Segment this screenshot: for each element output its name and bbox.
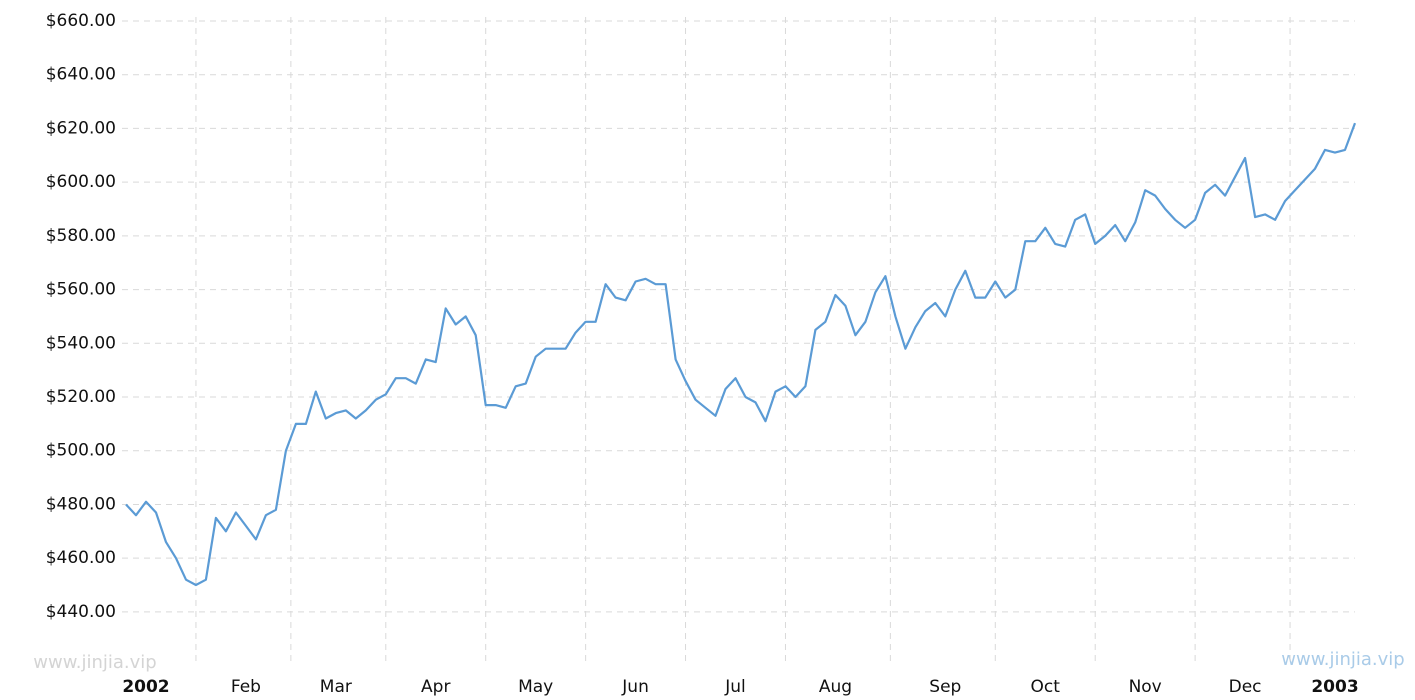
y-tick-label: $520.00 — [46, 387, 116, 407]
y-tick-label: $640.00 — [46, 65, 116, 85]
x-tick-label: Dec — [1229, 677, 1262, 697]
y-tick-label: $460.00 — [46, 548, 116, 568]
y-tick-label: $440.00 — [46, 602, 116, 622]
x-tick-label: Mar — [320, 677, 352, 697]
x-tick-label: Jul — [724, 677, 746, 697]
x-tick-label: Feb — [231, 677, 261, 697]
x-tick-label: Apr — [421, 677, 450, 697]
y-tick-label: $480.00 — [46, 494, 116, 514]
watermark: www.jinjia.vip — [33, 652, 156, 673]
y-tick-label: $500.00 — [46, 441, 116, 461]
x-tick-label: 2002 — [122, 677, 169, 697]
y-tick-label: $600.00 — [46, 172, 116, 192]
y-tick-label: $580.00 — [46, 226, 116, 246]
x-tick-label: May — [518, 677, 553, 697]
x-tick-label: Aug — [819, 677, 852, 697]
y-tick-label: $560.00 — [46, 280, 116, 300]
x-tick-label: 2003 — [1311, 677, 1358, 697]
y-tick-label: $540.00 — [46, 333, 116, 353]
y-tick-label: $660.00 — [46, 11, 116, 31]
x-tick-label: Oct — [1031, 677, 1061, 697]
x-tick-label: Sep — [929, 677, 961, 697]
y-tick-label: $620.00 — [46, 118, 116, 138]
x-tick-label: Jun — [621, 677, 649, 697]
x-tick-label: Nov — [1129, 677, 1162, 697]
watermark: www.jinjia.vip — [1281, 649, 1404, 670]
price-line — [125, 122, 1357, 587]
